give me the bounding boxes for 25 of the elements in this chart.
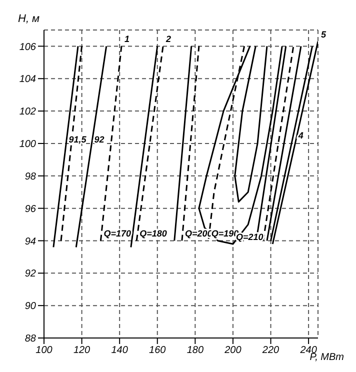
- y-tick-label: 92: [24, 268, 36, 280]
- y-tick-label: 90: [24, 301, 36, 312]
- y-tick-label: 96: [24, 204, 36, 215]
- x-tick-label: 160: [149, 345, 166, 356]
- y-tick-label: 98: [24, 171, 36, 182]
- y-tick-label: 100: [19, 139, 36, 150]
- annotation: Q=170: [104, 228, 131, 239]
- annotation: 2: [165, 34, 172, 44]
- annotation: 4: [297, 130, 304, 141]
- annotation: Q=180: [140, 228, 167, 239]
- x-tick-label: 120: [73, 345, 91, 356]
- x-tick-label: 220: [261, 345, 280, 356]
- y-tick-label: 102: [19, 106, 36, 118]
- y-tick-label: 106: [19, 42, 36, 53]
- x-tick-label: 140: [111, 345, 128, 356]
- y-tick-label: 104: [19, 74, 36, 86]
- x-tick-label: 180: [186, 345, 204, 356]
- annotation: 1: [124, 34, 130, 44]
- y-tick-label: 88: [24, 334, 36, 345]
- x-tick-label: 200: [224, 345, 242, 356]
- y-tick-label: 94: [24, 236, 36, 248]
- x-tick-label: 100: [36, 345, 53, 356]
- y-axis-title: H, м: [18, 13, 40, 25]
- annotation: 5: [321, 29, 327, 40]
- annotation: 92: [94, 134, 104, 145]
